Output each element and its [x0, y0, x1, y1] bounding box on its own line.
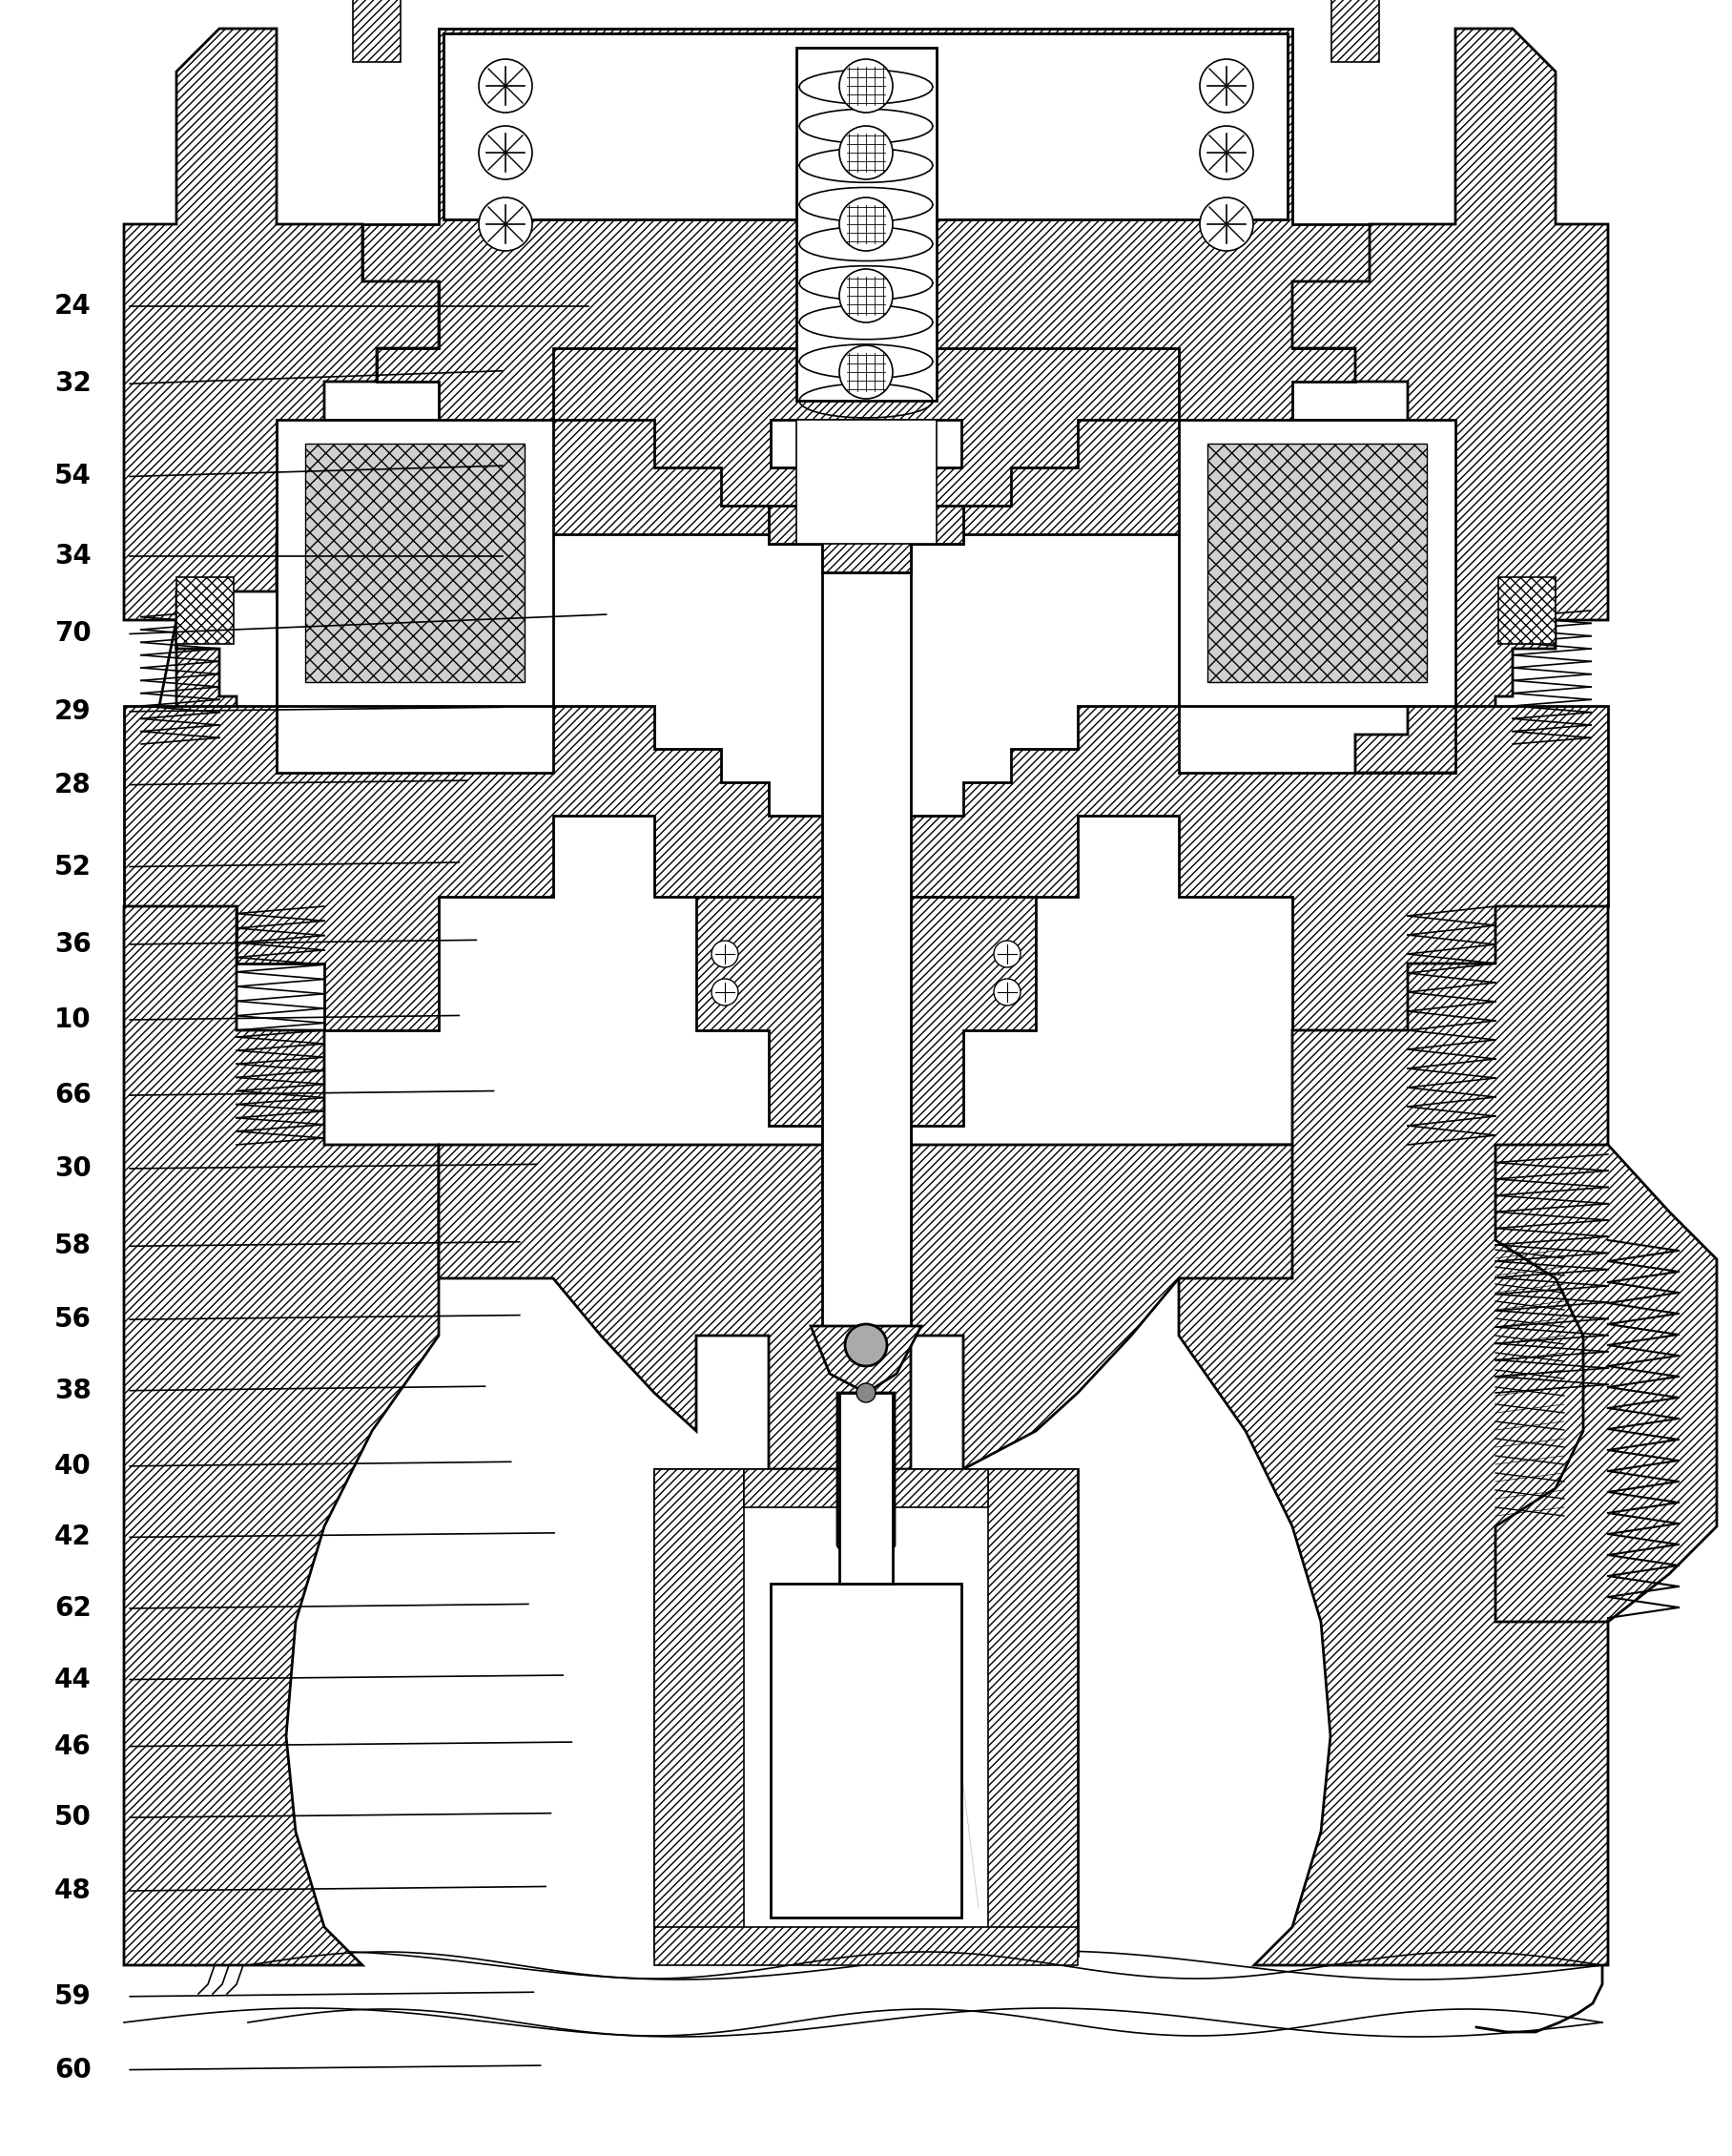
- Polygon shape: [1179, 906, 1607, 1966]
- Polygon shape: [797, 47, 937, 401]
- Polygon shape: [1495, 1145, 1716, 1621]
- Circle shape: [1200, 125, 1254, 179]
- Polygon shape: [1292, 28, 1607, 772]
- Circle shape: [840, 58, 892, 112]
- Text: 42: 42: [54, 1524, 92, 1550]
- Text: 59: 59: [54, 1984, 92, 2009]
- Polygon shape: [443, 32, 1287, 220]
- Polygon shape: [1498, 578, 1555, 645]
- Text: 28: 28: [54, 772, 92, 798]
- Text: 60: 60: [54, 2057, 92, 2083]
- Text: 70: 70: [54, 621, 92, 647]
- Text: 36: 36: [54, 931, 92, 957]
- Circle shape: [856, 1384, 876, 1401]
- Polygon shape: [837, 1393, 895, 1585]
- Text: 66: 66: [54, 1082, 92, 1108]
- Text: 30: 30: [54, 1156, 92, 1181]
- Text: 52: 52: [54, 854, 92, 880]
- Text: 29: 29: [54, 699, 92, 724]
- Text: 24: 24: [54, 293, 92, 319]
- Polygon shape: [771, 1585, 961, 1917]
- Circle shape: [1200, 198, 1254, 250]
- Polygon shape: [987, 1468, 1077, 1955]
- Polygon shape: [811, 1326, 921, 1393]
- Circle shape: [840, 125, 892, 179]
- Circle shape: [840, 345, 892, 399]
- Polygon shape: [438, 1145, 1292, 1468]
- Text: 54: 54: [54, 464, 92, 489]
- Polygon shape: [305, 444, 525, 681]
- Circle shape: [478, 125, 532, 179]
- Circle shape: [478, 198, 532, 250]
- Circle shape: [712, 940, 738, 968]
- Circle shape: [712, 979, 738, 1005]
- Polygon shape: [771, 420, 961, 468]
- Circle shape: [478, 58, 532, 112]
- Polygon shape: [769, 507, 963, 571]
- Text: 56: 56: [54, 1307, 92, 1332]
- Polygon shape: [745, 1468, 987, 1507]
- Circle shape: [1200, 58, 1254, 112]
- Polygon shape: [177, 578, 234, 645]
- Polygon shape: [553, 349, 1179, 543]
- Text: 34: 34: [54, 543, 92, 569]
- Polygon shape: [353, 0, 400, 63]
- Polygon shape: [1179, 420, 1455, 705]
- Text: 32: 32: [54, 371, 92, 397]
- Text: 44: 44: [54, 1667, 92, 1692]
- Text: 62: 62: [54, 1595, 92, 1621]
- Polygon shape: [1207, 444, 1427, 681]
- Polygon shape: [655, 1468, 1077, 1955]
- Polygon shape: [840, 1393, 892, 1585]
- Circle shape: [840, 270, 892, 323]
- Text: 46: 46: [54, 1733, 92, 1759]
- Polygon shape: [655, 1468, 745, 1955]
- Polygon shape: [823, 420, 911, 1335]
- Circle shape: [845, 1324, 887, 1367]
- Polygon shape: [277, 420, 553, 705]
- Polygon shape: [696, 897, 1036, 1240]
- Text: 40: 40: [54, 1453, 92, 1479]
- Text: 58: 58: [54, 1233, 92, 1259]
- Text: 50: 50: [54, 1805, 92, 1830]
- Polygon shape: [1332, 0, 1379, 63]
- Polygon shape: [125, 28, 438, 772]
- Polygon shape: [362, 28, 1370, 535]
- Text: 48: 48: [54, 1878, 92, 1904]
- Polygon shape: [797, 420, 937, 543]
- Polygon shape: [655, 1927, 1077, 1966]
- Text: 10: 10: [54, 1007, 92, 1033]
- Circle shape: [840, 198, 892, 250]
- Polygon shape: [125, 906, 438, 1966]
- Polygon shape: [125, 705, 1607, 1031]
- Circle shape: [994, 979, 1020, 1005]
- Circle shape: [994, 940, 1020, 968]
- Text: 38: 38: [54, 1378, 92, 1404]
